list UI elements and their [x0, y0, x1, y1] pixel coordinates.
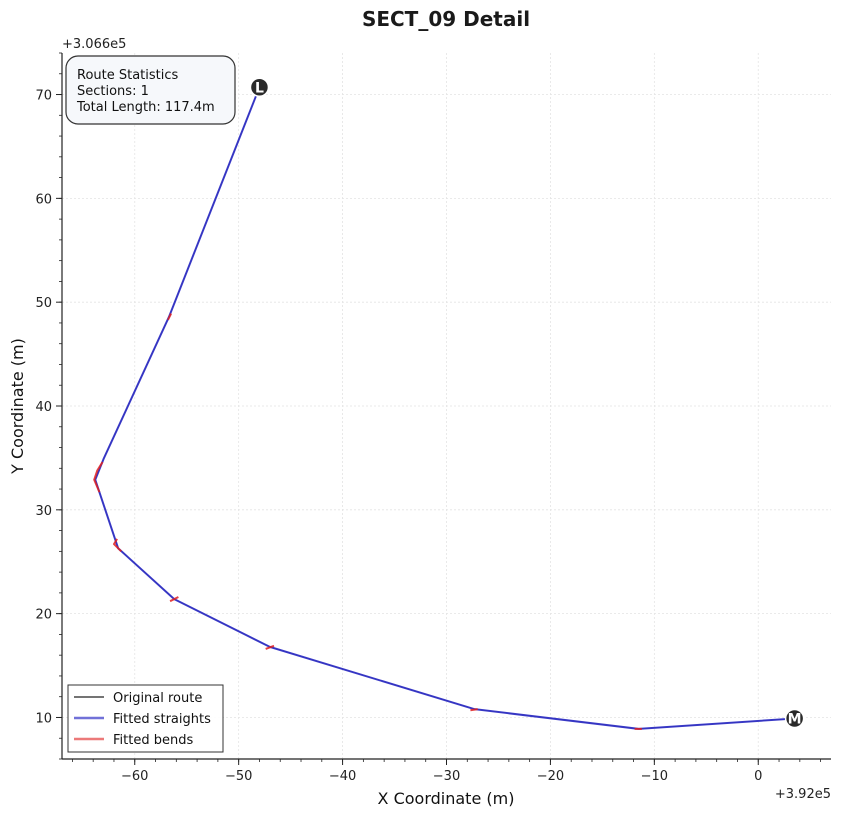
x-tick-label-4: −20 [537, 769, 564, 784]
fitted-bend-2 [265, 644, 275, 650]
x-tick-label-6: 0 [754, 769, 762, 784]
legend-entry-straights: Fitted straights [113, 712, 211, 727]
x-tick-label-0: −60 [121, 769, 148, 784]
fitted-bend-1 [470, 708, 478, 712]
fitted-bend-3 [169, 596, 179, 603]
route-marker-label-0: L [255, 80, 264, 96]
legend-frame [67, 684, 224, 753]
route-marker-dot-0 [249, 77, 270, 98]
fitted-straights-line [94, 86, 795, 730]
legend: Original route Fitted straights Fitted b… [67, 684, 224, 753]
stats-heading: Route Statistics [77, 68, 179, 83]
grid [62, 53, 831, 759]
y-tick-label-0: 10 [35, 711, 52, 726]
fitted-bend-6 [167, 313, 173, 321]
x-axis-label: X Coordinate (m) [378, 789, 515, 808]
fitted-bend-4 [112, 538, 122, 553]
y-tick-label-6: 70 [35, 89, 52, 104]
x-offset-label: +3.92e5 [775, 787, 831, 802]
legend-entry-original: Original route [113, 691, 202, 706]
stats-box-frame [65, 55, 236, 125]
y-tick-label-1: 20 [35, 608, 52, 623]
stats-length: Total Length: 117.4m [76, 100, 215, 115]
x-tick-label-2: −40 [329, 769, 356, 784]
x-tick-label-3: −30 [433, 769, 460, 784]
y-tick-label-5: 60 [35, 192, 52, 207]
route-marker-dot-1 [784, 708, 805, 729]
y-tick-label-2: 30 [35, 504, 52, 519]
chart-title: SECT_09 Detail [362, 7, 530, 31]
plot-area [93, 86, 795, 730]
legend-entry-bends: Fitted bends [113, 733, 193, 748]
y-offset-label: +3.066e5 [62, 37, 126, 52]
route-marker-label-1: M [788, 712, 802, 728]
original-route-line [94, 87, 795, 730]
stats-box: Route Statistics Sections: 1 Total Lengt… [65, 55, 236, 125]
y-tick-label-4: 50 [35, 296, 52, 311]
x-tick-label-5: −10 [641, 769, 668, 784]
axes: −60 −50 −40 −30 −20 −10 0 10 20 30 40 50 60 70 [35, 52, 831, 784]
stats-sections: Sections: 1 [77, 84, 149, 99]
x-tick-label-1: −50 [225, 769, 252, 784]
y-tick-label-3: 40 [35, 400, 52, 415]
y-axis-label: Y Coordinate (m) [8, 338, 27, 475]
route-marker-m: M [784, 708, 805, 729]
route-markers: LM [249, 77, 805, 729]
fitted-bend-5 [93, 461, 104, 493]
route-marker-l: L [249, 77, 270, 98]
